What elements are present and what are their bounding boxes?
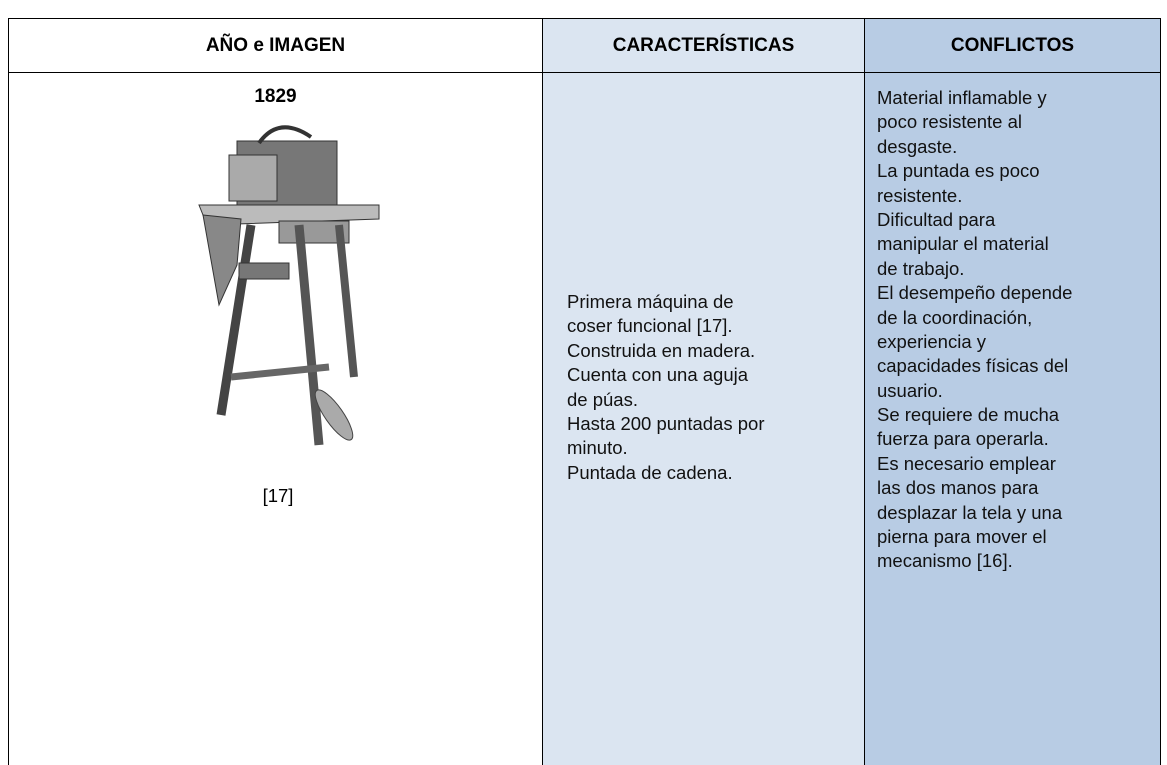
text-line: Hasta 200 puntadas por: [567, 412, 765, 434]
text-line: Construida en madera.: [567, 339, 756, 361]
header-text: CONFLICTOS: [950, 34, 1075, 56]
text-line: de la coordinación,: [877, 306, 1033, 328]
text-line: Primera máquina de: [567, 291, 734, 312]
text-line: de púas.: [567, 388, 638, 410]
text-line: de trabajo.: [877, 257, 965, 279]
text-line: fuerza para operarla.: [877, 428, 1049, 450]
image-cell: 1829 [17]: [8, 72, 543, 765]
conflicts-cell: Material inflamable y poco resistente al d…: [864, 72, 1161, 765]
text-line: manipular el material: [877, 233, 1049, 255]
text-line: Es necesario emplear: [877, 452, 1056, 474]
header-cell: AÑO e IMAGEN: [8, 18, 543, 73]
text-line: usuario.: [877, 379, 943, 401]
text-line: poco resistente al: [877, 111, 1023, 133]
text-line: El desempeño depende: [877, 282, 1073, 304]
header-cell: CARACTERÍSTICAS: [542, 18, 865, 73]
header-text: CARACTERÍSTICAS: [612, 34, 795, 56]
text-line: pierna para mover el: [877, 526, 1047, 548]
header-text: AÑO e IMAGEN: [205, 34, 346, 56]
header-cell: CONFLICTOS: [864, 18, 1161, 73]
text-line: experiencia y: [877, 330, 987, 352]
text-line: La puntada es poco: [877, 160, 1040, 182]
text-line: desgaste.: [877, 135, 958, 157]
machine-image: [179, 115, 389, 465]
year: 1829: [254, 86, 297, 107]
image-caption: [17]: [262, 485, 294, 506]
characteristics-cell: Primera máquina de coser funcional [17]. C…: [542, 72, 865, 765]
text-line: capacidades físicas del: [877, 355, 1069, 377]
text-line: Dificultad para: [877, 208, 996, 230]
text-line: minuto.: [567, 437, 628, 459]
text-line: Cuenta con una aguja: [567, 364, 749, 386]
text-line: resistente.: [877, 184, 963, 206]
text-line: desplazar la tela y una: [877, 501, 1063, 523]
text-line: las dos manos para: [877, 477, 1039, 499]
text-line: Puntada de cadena.: [567, 461, 733, 483]
text-line: coser funcional [17].: [567, 315, 733, 337]
text-line: Material inflamable y: [877, 87, 1047, 108]
text-line: mecanismo [16].: [877, 550, 1013, 572]
text-line: Se requiere de mucha: [877, 404, 1060, 426]
conflicts-list: Material inflamable y poco resistente al d…: [877, 86, 1072, 574]
characteristics-list: Primera máquina de coser funcional [17]. C…: [567, 290, 764, 485]
